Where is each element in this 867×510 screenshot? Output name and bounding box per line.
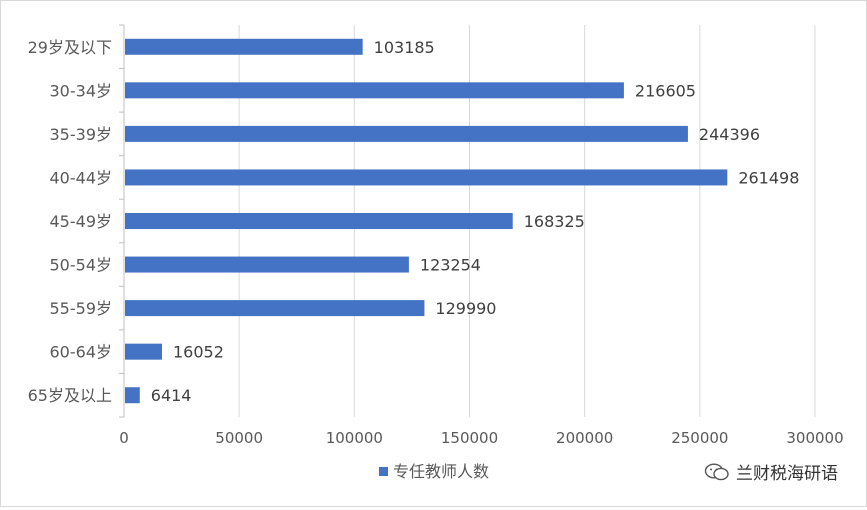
x-tick-label: 100000 [326,429,383,447]
legend: 专任教师人数 [379,462,489,481]
y-category-label: 40-44岁 [50,168,113,187]
data-label: 6414 [151,386,192,405]
bar [125,125,688,142]
x-tick-label: 0 [119,429,129,447]
x-tick-label: 250000 [671,429,728,447]
wechat-icon [704,462,729,480]
bar [125,213,513,229]
data-label: 123254 [420,256,481,275]
y-category-label: 29岁及以下 [28,38,112,57]
y-category-label: 35-39岁 [50,125,113,144]
legend-swatch [379,467,388,476]
y-category-label: 55-59岁 [50,299,113,318]
data-label: 244396 [699,125,760,144]
x-tick-label: 150000 [441,429,498,447]
bar [125,256,409,273]
y-category-labels: 29岁及以下 30-34岁 35-39岁 40-44岁 45-49岁 50-54岁 55-5… [28,38,112,405]
y-category-label: 60-64岁 [50,343,113,362]
bars [125,38,728,404]
bar [125,38,363,55]
legend-label: 专任教师人数 [393,462,489,481]
bar [125,300,425,317]
data-label: 129990 [435,299,496,318]
y-category-label: 65岁及以上 [28,386,112,405]
bar [125,343,162,360]
bar [125,169,728,186]
y-category-label: 30-34岁 [50,81,113,100]
x-tick-label: 200000 [556,429,613,447]
bar [125,387,140,404]
data-labels: 103185 216605 244396 261498 168325 123254 1299… [151,38,800,405]
data-label: 261498 [738,168,799,187]
y-category-label: 45-49岁 [50,212,113,231]
watermark-text: 兰财税海研语 [736,464,838,484]
x-tick-label: 300000 [786,429,843,447]
bar [125,82,624,99]
y-category-label: 50-54岁 [50,256,113,275]
data-label: 16052 [173,343,224,362]
watermark: 兰财税海研语 [704,459,838,484]
data-label: 216605 [635,81,696,100]
data-label: 103185 [374,38,435,57]
data-label: 168325 [524,212,585,231]
x-tick-labels: 0 50000 100000 150000 200000 250000 300000 [119,429,843,447]
x-tick-label: 50000 [215,429,263,447]
